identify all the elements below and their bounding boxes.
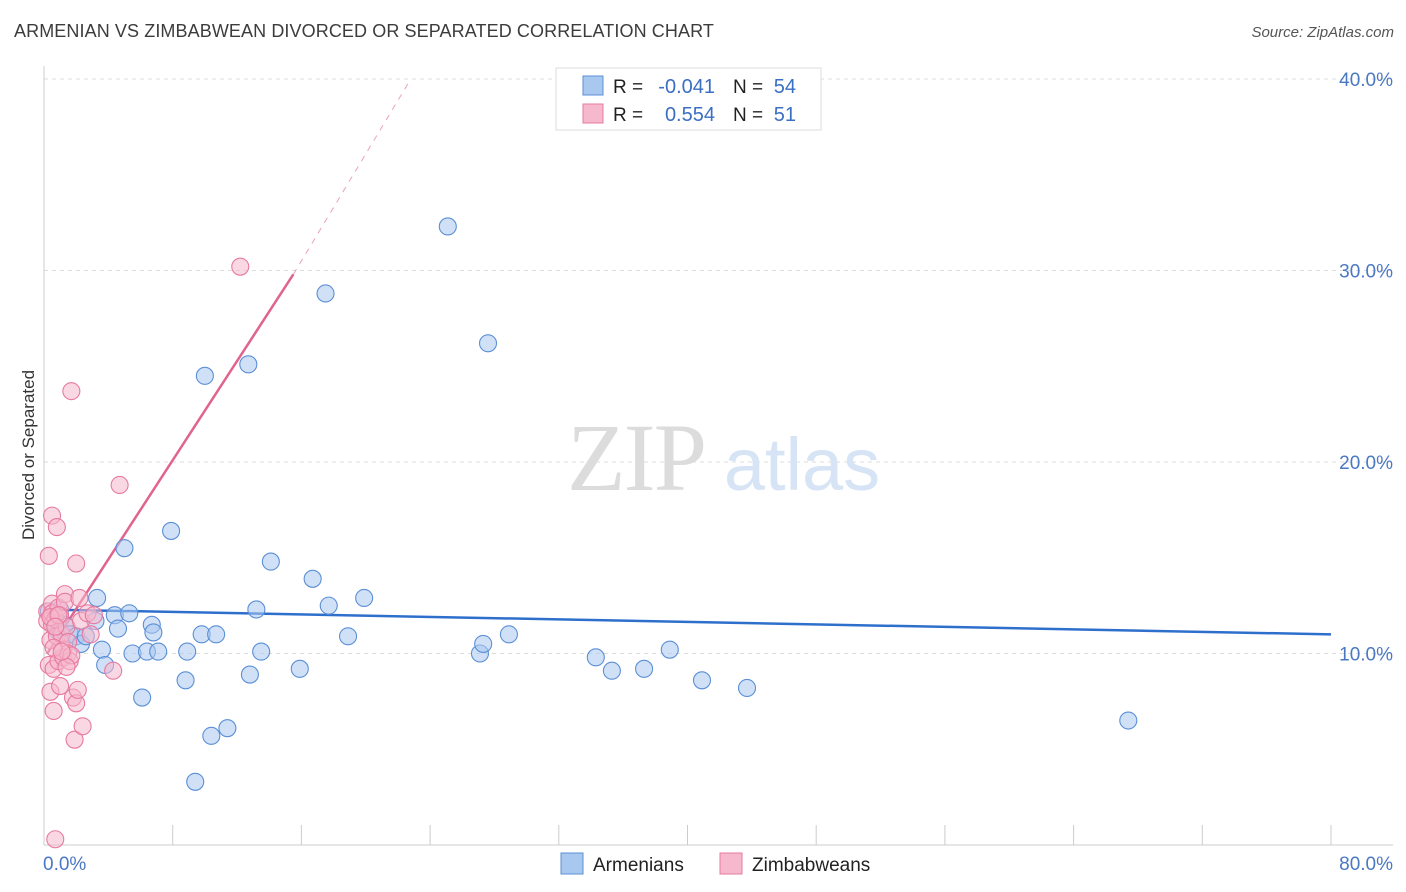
- watermark-zip: ZIP: [567, 404, 705, 511]
- chart-title: ARMENIAN VS ZIMBABWEAN DIVORCED OR SEPAR…: [14, 21, 714, 41]
- armenian-point-11: [92, 640, 111, 659]
- x-tick-labels: 0.0% 80.0%: [43, 854, 1393, 875]
- armenian-point-38: [303, 569, 322, 588]
- legend-n-label-1: N =: [733, 77, 763, 98]
- armenian-point-35: [252, 642, 271, 661]
- y-tick-labels: 10.0% 20.0% 30.0% 40.0%: [1339, 70, 1393, 666]
- legend-r-value-2: 0.554: [665, 104, 715, 126]
- legend-n-value-1: 54: [774, 76, 796, 98]
- armenian-point-22: [149, 642, 168, 661]
- zimbabwean-point-35: [68, 680, 87, 699]
- legend-r-label-1: R =: [613, 77, 643, 98]
- trend-line-zimbabweans-extension: [292, 78, 412, 275]
- zimbabwean-point-18: [51, 677, 70, 696]
- zimbabwean-point-48: [57, 657, 76, 676]
- bottom-legend-armenians: Armenians: [593, 855, 684, 876]
- y-tick-label-2: 30.0%: [1339, 262, 1393, 283]
- armenian-point-28: [195, 366, 214, 385]
- armenian-point-34: [247, 600, 266, 619]
- armenian-point-33: [240, 665, 259, 684]
- data-points: [38, 217, 1138, 849]
- armenian-point-51: [660, 640, 679, 659]
- armenian-point-47: [499, 625, 518, 644]
- bottom-legend-zimbabweans: Zimbabweans: [752, 855, 870, 876]
- zimbabwean-point-32: [65, 730, 84, 749]
- armenian-point-49: [602, 661, 621, 680]
- y-axis-label: Divorced or Separated: [19, 370, 38, 540]
- zimbabwean-point-44: [231, 257, 250, 276]
- trend-line-armenians: [43, 608, 1332, 636]
- y-tick-label-1: 20.0%: [1339, 453, 1393, 474]
- zimbabwean-point-11: [44, 701, 63, 721]
- armenian-point-42: [355, 588, 374, 608]
- zimbabwean-point-31: [62, 382, 81, 401]
- axes: [43, 66, 1393, 846]
- trend-line-zimbabweans: [46, 273, 295, 655]
- zimbabwean-point-43: [110, 475, 129, 495]
- watermark: ZIP atlas: [567, 404, 880, 511]
- armenian-point-16: [120, 604, 139, 623]
- x-tick-label-min: 0.0%: [43, 854, 86, 875]
- armenian-point-26: [186, 772, 205, 791]
- armenian-point-39: [316, 284, 335, 303]
- armenian-point-48: [586, 648, 605, 667]
- armenian-point-31: [218, 719, 237, 738]
- armenian-point-53: [737, 678, 757, 698]
- legend-r-label-2: R =: [613, 105, 643, 126]
- legend-n-value-2: 51: [774, 104, 796, 126]
- legend-n-label-2: N =: [733, 105, 763, 126]
- armenian-point-14: [108, 619, 128, 638]
- armenian-point-23: [162, 521, 181, 540]
- zimbabwean-point-2: [39, 546, 58, 565]
- y-tick-label-3: 40.0%: [1339, 70, 1393, 91]
- armenian-point-21: [144, 623, 163, 642]
- zimbabwean-point-38: [73, 717, 92, 736]
- armenian-point-37: [290, 659, 309, 678]
- series-legend: Armenians Zimbabweans: [560, 852, 870, 876]
- armenian-point-30: [207, 625, 226, 644]
- armenian-point-25: [178, 642, 197, 661]
- x-tick-label-max: 80.0%: [1339, 854, 1393, 875]
- zimbabwean-point-50: [46, 617, 65, 636]
- armenian-point-10: [88, 588, 107, 608]
- legend-swatch-armenians: [582, 75, 604, 96]
- armenian-point-29: [202, 726, 221, 745]
- zimbabwean-point-34: [67, 554, 86, 573]
- zimbabwean-point-42: [84, 606, 103, 625]
- zimbabwean-point-49: [52, 642, 71, 661]
- watermark-atlas: atlas: [724, 423, 880, 506]
- stats-legend: R = -0.041 N = 54 R = 0.554 N = 51: [555, 67, 822, 131]
- armenian-point-45: [474, 634, 493, 653]
- armenian-point-50: [635, 659, 654, 678]
- armenian-point-32: [239, 355, 258, 374]
- armenian-point-18: [133, 688, 152, 707]
- armenian-point-43: [438, 217, 457, 236]
- bottom-legend-swatch-zimbabweans: [719, 852, 743, 875]
- y-tick-label-0: 10.0%: [1339, 645, 1393, 666]
- armenian-point-52: [692, 671, 712, 690]
- legend-swatch-zimbabweans: [582, 103, 604, 124]
- bottom-legend-swatch-armenians: [560, 852, 584, 875]
- zimbabwean-point-14: [47, 518, 66, 537]
- zimbabwean-point-39: [104, 661, 123, 680]
- armenian-point-41: [339, 627, 358, 646]
- armenian-point-46: [478, 334, 498, 353]
- trend-lines: [43, 78, 1332, 655]
- zimbabwean-point-36: [70, 588, 89, 608]
- armenian-point-36: [261, 552, 280, 571]
- zimbabwean-point-41: [81, 625, 100, 644]
- armenian-point-24: [176, 671, 195, 690]
- armenian-point-40: [319, 596, 338, 615]
- armenian-point-54: [1119, 711, 1138, 730]
- source-label: Source: ZipAtlas.com: [1251, 24, 1394, 41]
- armenian-point-15: [115, 539, 134, 558]
- legend-r-value-1: -0.041: [658, 76, 715, 98]
- zimbabwean-point-13: [46, 830, 65, 849]
